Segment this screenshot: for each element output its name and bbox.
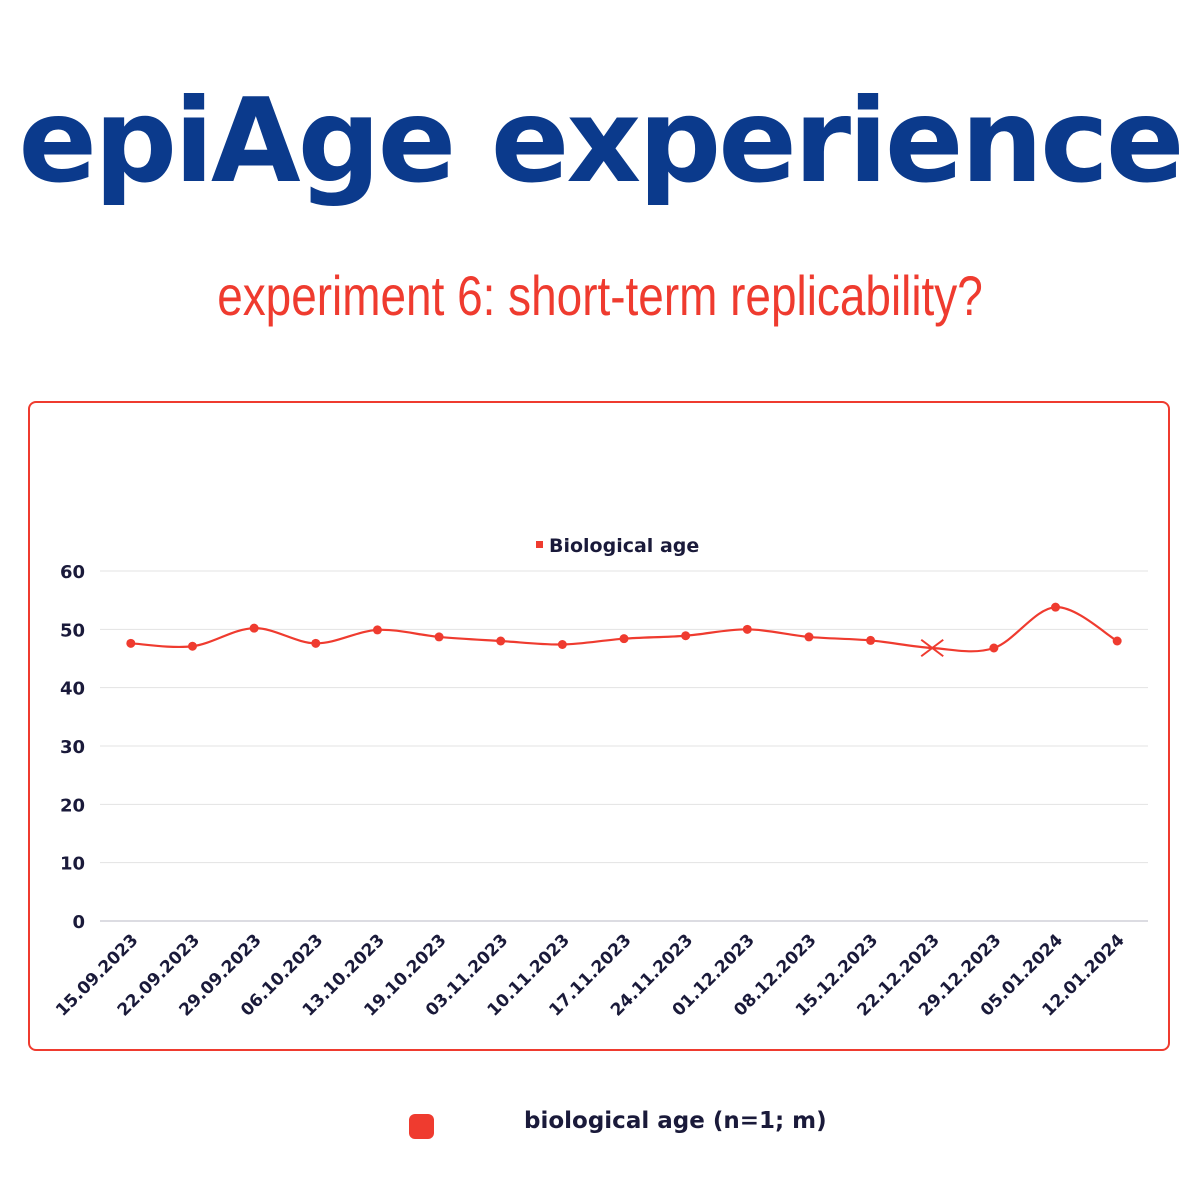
footer-legend-label: biological age (n=1; m) bbox=[524, 1108, 827, 1134]
data-point bbox=[311, 638, 321, 648]
y-tick-label: 50 bbox=[60, 620, 85, 641]
y-tick-label: 20 bbox=[60, 795, 85, 816]
data-point bbox=[557, 640, 567, 649]
data-point bbox=[619, 634, 629, 644]
data-point-cross-icon bbox=[920, 638, 944, 658]
y-tick-label: 40 bbox=[60, 679, 85, 700]
chart-frame: 0 10 20 30 40 50 60 15.09.2023 22.09.2023 29.09.2… bbox=[28, 401, 1170, 1051]
chart-legend-marker bbox=[536, 541, 543, 548]
page-title: epiAge experience bbox=[18, 74, 1184, 209]
data-point bbox=[1112, 636, 1122, 646]
data-point bbox=[989, 643, 999, 653]
y-tick-label: 10 bbox=[60, 854, 85, 875]
data-point bbox=[804, 632, 814, 642]
footer-legend: biological age (n=1; m) bbox=[0, 1100, 1200, 1150]
y-tick-label: 30 bbox=[60, 737, 85, 758]
page-subtitle: experiment 6: short-term replicability? bbox=[217, 264, 983, 327]
y-tick-label: 0 bbox=[72, 912, 85, 933]
y-tick-label: 60 bbox=[60, 562, 85, 583]
data-point bbox=[1051, 602, 1061, 612]
legend-swatch-icon bbox=[409, 1114, 434, 1139]
line-chart: 010203040506015.09.202322.09.202329.09.2… bbox=[52, 535, 1148, 1021]
data-point bbox=[249, 623, 259, 633]
data-point bbox=[681, 631, 691, 641]
data-point bbox=[372, 625, 382, 635]
data-point bbox=[187, 641, 197, 651]
chart-legend-label: Biological age bbox=[549, 535, 699, 557]
data-point bbox=[434, 632, 444, 642]
data-point bbox=[866, 635, 876, 645]
data-point bbox=[496, 636, 506, 646]
data-point bbox=[742, 624, 752, 634]
cross-stroke bbox=[920, 638, 944, 658]
data-point bbox=[126, 638, 136, 648]
